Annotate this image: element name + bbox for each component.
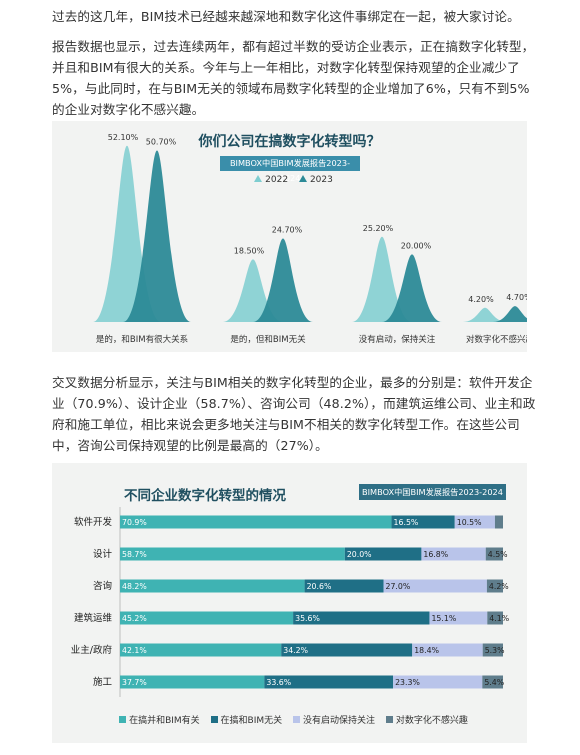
legend-2023-marker <box>298 175 307 182</box>
peak-label-2023-3: 4.70% <box>506 293 527 302</box>
chart-card-transformation: 你们公司在搞数字化转型吗？ BIMBOX中国BIM发展报告2023-2024 2… <box>52 121 527 352</box>
bar-label-0-0: 70.9% <box>122 518 147 527</box>
bar-seg-2-2 <box>383 579 487 593</box>
bar-seg-2-1 <box>421 547 486 561</box>
category-label-0: 是的，和BIM有很大关系 <box>96 334 188 345</box>
bar-seg-0-3 <box>120 611 294 625</box>
bar-seg-0-0 <box>120 515 392 529</box>
peak-2023-3 <box>493 306 527 322</box>
bar-label-2-3: 15.1% <box>431 614 456 623</box>
bar-label-1-2: 20.6% <box>307 582 332 591</box>
legend-non-bim-marker <box>210 716 218 723</box>
peak-label-2023-0: 50.70% <box>146 138 177 147</box>
bar-seg-1-3 <box>293 611 430 625</box>
row-label-5: 施工 <box>93 676 113 688</box>
peak-2023-1 <box>253 238 313 322</box>
chart2-legend: 在搞并和BIM有关 在搞和BIM无关 没有启动保持关注 对数字化不感兴趣 <box>52 713 527 726</box>
bar-label-2-5: 23.3% <box>395 678 420 687</box>
bar-label-0-2: 48.2% <box>122 582 147 591</box>
chart2-source-badge: BIMBOX中国BIM发展报告2023-2024 <box>359 484 506 500</box>
bar-seg-1-0 <box>391 515 455 529</box>
peak-2023-0 <box>123 150 191 322</box>
bar-seg-2-5 <box>393 675 483 689</box>
peak-label-2022-3: 4.20% <box>468 295 494 304</box>
bar-label-0-1: 58.7% <box>122 550 147 559</box>
peak-label-2022-1: 18.50% <box>234 246 265 255</box>
bar-seg-2-4 <box>412 643 483 657</box>
legend-not-interested-label: 对数字化不感兴趣 <box>395 716 468 726</box>
bar-label-3-4: 5.3% <box>485 646 505 655</box>
row-label-4: 业主/政府 <box>71 644 113 656</box>
bar-seg-3-3 <box>487 611 503 625</box>
bar-seg-3-5 <box>482 675 503 689</box>
category-label-3: 对数字化不感兴趣 <box>466 334 527 345</box>
chart1-legend: 2022 2023 <box>52 175 527 185</box>
bar-label-1-3: 35.6% <box>295 614 320 623</box>
bar-seg-1-2 <box>304 579 384 593</box>
bar-label-2-0: 10.5% <box>457 518 482 527</box>
chart-card-by-company: 不同企业数字化转型的情况 BIMBOX中国BIM发展报告2023-2024 软件… <box>52 463 527 743</box>
bar-seg-3-4 <box>482 643 503 657</box>
legend-bim-related-marker <box>119 716 127 723</box>
bar-seg-3-1 <box>485 547 503 561</box>
bar-label-2-2: 27.0% <box>386 582 411 591</box>
bar-label-2-4: 18.4% <box>414 646 439 655</box>
chart1-source-badge: BIMBOX中国BIM发展报告2023-2024 <box>220 156 360 183</box>
paragraph-report: 报告数据也显示，过去连续两年，都有超过半数的受访企业表示，正在搞数字化转型，并且… <box>52 39 535 117</box>
bar-label-1-0: 16.5% <box>394 518 419 527</box>
bar-label-1-4: 34.2% <box>283 646 308 655</box>
category-label-2: 没有启动，保持关注 <box>359 334 436 345</box>
paragraph-cross-analysis: 交叉数据分析显示，关注与BIM相关的数字化转型的企业，最多的分别是：软件开发企业… <box>52 375 536 453</box>
bar-label-0-4: 42.1% <box>122 646 147 655</box>
peak-2023-2 <box>382 254 442 322</box>
row-label-1: 设计 <box>93 548 113 560</box>
bar-label-0-3: 45.2% <box>122 614 147 623</box>
bar-seg-1-1 <box>344 547 422 561</box>
peak-2022-3 <box>463 307 507 322</box>
bar-seg-2-0 <box>454 515 495 529</box>
chart1-title: 你们公司在搞数字化转型吗？ <box>198 134 381 150</box>
legend-2023-label: 2023 <box>309 175 333 185</box>
chart2-plot: 软件开发 70.9% 16.5% 10.5% 设计 58.7% 20.0% 16.8% 4.5%… <box>71 507 509 697</box>
bar-label-1-5: 33.6% <box>266 678 291 687</box>
bar-label-3-2: 4.2% <box>489 582 509 591</box>
legend-2022-label: 2022 <box>265 175 289 185</box>
legend-bim-related-label: 在搞并和BIM有关 <box>129 716 200 726</box>
peak-label-2022-2: 25.20% <box>363 224 394 233</box>
bar-label-3-5: 5.4% <box>484 678 504 687</box>
bar-label-3-3: 4.1% <box>489 614 509 623</box>
peak-2022-2 <box>352 236 412 322</box>
row-label-0: 软件开发 <box>74 516 113 528</box>
chart1-plot: 52.10% 50.70% 是的，和BIM有很大关系 18.50% 24.70% 是的，但… <box>93 133 527 345</box>
bar-seg-3-2 <box>486 579 503 593</box>
legend-2022-marker <box>254 175 263 182</box>
bar-label-3-1: 4.5% <box>488 550 508 559</box>
bar-label-1-1: 20.0% <box>347 550 372 559</box>
bar-seg-1-5 <box>264 675 394 689</box>
bar-seg-1-4 <box>281 643 413 657</box>
chart2-title: 不同企业数字化转型的情况 <box>124 488 286 504</box>
row-label-3: 建筑运维 <box>74 612 113 624</box>
bar-label-0-5: 37.7% <box>122 678 147 687</box>
bar-seg-0-5 <box>120 675 265 689</box>
legend-non-bim-label: 在搞和BIM无关 <box>220 716 283 726</box>
peak-label-2022-0: 52.10% <box>108 133 139 142</box>
legend-not-interested-marker <box>385 716 393 723</box>
category-label-1: 是的，但和BIM无关 <box>230 334 306 345</box>
row-label-2: 咨询 <box>93 580 112 592</box>
bar-seg-3-0 <box>494 515 503 529</box>
peak-label-2023-2: 20.00% <box>401 241 432 250</box>
bar-label-2-1: 16.8% <box>423 550 448 559</box>
paragraph-intro: 过去的这几年，BIM技术已经越来越深地和数字化这件事绑定在一起，被大家讨论。 <box>52 9 520 24</box>
bar-seg-0-4 <box>120 643 282 657</box>
bar-seg-0-1 <box>120 547 345 561</box>
legend-watching-marker <box>293 716 301 723</box>
bar-seg-0-2 <box>120 579 305 593</box>
legend-watching-label: 没有启动保持关注 <box>303 716 376 726</box>
bar-seg-2-3 <box>429 611 488 625</box>
peak-label-2023-1: 24.70% <box>272 225 303 234</box>
